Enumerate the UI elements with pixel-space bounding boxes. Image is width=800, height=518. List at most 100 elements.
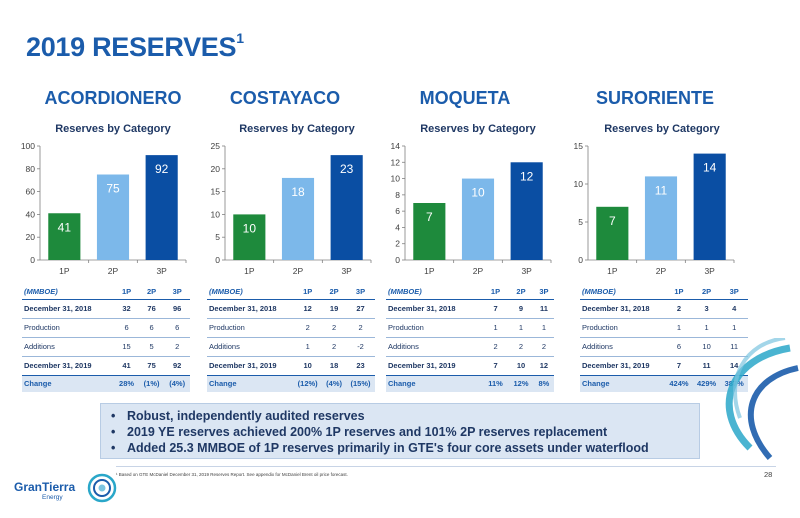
data-label: 12 bbox=[520, 169, 534, 183]
change-cell: (4%) bbox=[164, 374, 190, 392]
company-logo-subtext: Energy bbox=[42, 494, 63, 501]
table-cell: 10 bbox=[692, 336, 721, 356]
y-tick-label: 12 bbox=[391, 157, 401, 167]
table-row: Production 1 1 1 bbox=[580, 317, 748, 337]
row-label: Additions bbox=[22, 336, 115, 356]
y-tick-label: 8 bbox=[395, 190, 400, 200]
table-row: Production 2 2 2 bbox=[207, 317, 375, 337]
field-name-acordionero: ACORDIONERO bbox=[44, 88, 182, 108]
table-cell: 15 bbox=[114, 336, 139, 356]
table-cell: 9 bbox=[518, 304, 524, 313]
data-label: 11 bbox=[655, 183, 668, 197]
row-label: December 31, 2018 bbox=[388, 304, 456, 313]
y-tick-label: 20 bbox=[26, 232, 36, 242]
bar-1P bbox=[413, 203, 446, 260]
table-column-header: 2P bbox=[508, 284, 534, 300]
table-cell: 11 bbox=[692, 355, 721, 375]
chart-title: Reserves by Category bbox=[420, 123, 536, 135]
table-column-header: 2P bbox=[322, 284, 347, 300]
table-cell: 27 bbox=[356, 304, 365, 313]
chart-title: Reserves by Category bbox=[604, 123, 720, 135]
table-cell: 2 bbox=[508, 336, 534, 356]
table-row: Additions 6 10 11 bbox=[580, 336, 748, 356]
table-row: December 31, 2019 10 18 23 bbox=[207, 355, 375, 375]
row-label: Production bbox=[22, 317, 115, 337]
y-tick-label: 5 bbox=[578, 217, 583, 227]
table-row: Additions 2 2 2 bbox=[386, 336, 554, 356]
table-cell: 92 bbox=[164, 355, 190, 375]
y-tick-label: 5 bbox=[215, 232, 220, 242]
table-row: December 31, 2019 7 10 12 bbox=[386, 355, 554, 375]
key-points-box: Robust, independently audited reserves 2… bbox=[100, 403, 700, 459]
table-cell: 12 bbox=[533, 355, 554, 375]
data-label: 18 bbox=[291, 185, 305, 199]
bar-chart-acordionero: 0 20 40 60 80 100 41 1P 75 2P 92 3P bbox=[10, 138, 190, 283]
row-label: Production bbox=[580, 317, 666, 337]
row-label: December 31, 2018 bbox=[582, 304, 650, 313]
y-tick-label: 6 bbox=[395, 206, 400, 216]
table-cell: 96 bbox=[173, 304, 182, 313]
table-cell: 1 bbox=[482, 317, 509, 337]
y-tick-label: 25 bbox=[211, 141, 221, 151]
bullet-item: Robust, independently audited reserves bbox=[111, 408, 689, 424]
data-label: 14 bbox=[703, 161, 717, 175]
footer-divider bbox=[116, 466, 776, 467]
table-cell: 1 bbox=[720, 317, 748, 337]
y-tick-label: 80 bbox=[26, 164, 36, 174]
table-row: December 31, 2018 32 76 96 bbox=[22, 299, 190, 318]
y-tick-label: 20 bbox=[211, 164, 221, 174]
table-column-header: 2P bbox=[692, 284, 721, 300]
table-cell: 76 bbox=[147, 304, 156, 313]
field-name-suroriente: SURORIENTE bbox=[595, 88, 714, 108]
table-unit-header: (MMBOE) bbox=[386, 284, 483, 300]
change-cell: 28% bbox=[114, 374, 139, 392]
change-cell: 429% bbox=[692, 374, 721, 392]
y-tick-label: 4 bbox=[395, 222, 400, 232]
table-cell: 2 bbox=[322, 317, 347, 337]
row-label: December 31, 2019 bbox=[386, 355, 483, 375]
bullet-item: 2019 YE reserves achieved 200% 1P reserv… bbox=[111, 424, 689, 440]
row-label: December 31, 2018 bbox=[209, 304, 277, 313]
table-row: Additions 15 5 2 bbox=[22, 336, 190, 356]
table-row: December 31, 2018 2 3 4 bbox=[580, 299, 748, 318]
y-tick-label: 0 bbox=[578, 255, 583, 265]
table-cell: 2 bbox=[533, 336, 554, 356]
table-cell: 2 bbox=[164, 336, 190, 356]
bar-3P bbox=[145, 155, 178, 260]
table-cell: 23 bbox=[346, 355, 375, 375]
bar-chart-costayaco: 0 5 10 15 20 25 10 1P 18 2P 23 3P bbox=[195, 138, 375, 283]
row-label: Change bbox=[22, 374, 115, 392]
y-tick-label: 14 bbox=[391, 141, 401, 151]
table-cell: 1 bbox=[665, 317, 693, 337]
table-cell: 2 bbox=[293, 317, 323, 337]
y-tick-label: 0 bbox=[395, 255, 400, 265]
row-label: Production bbox=[386, 317, 483, 337]
table-unit-header: (MMBOE) bbox=[580, 284, 666, 300]
table-cell: 3 bbox=[704, 304, 709, 313]
row-label: Additions bbox=[207, 336, 294, 356]
table-cell: 11 bbox=[539, 304, 548, 313]
table-column-header: 1P bbox=[293, 284, 323, 300]
footnote: ¹ Based on GTE McDaniel December 31, 201… bbox=[116, 472, 348, 477]
table-cell: 6 bbox=[164, 317, 190, 337]
bar-2P bbox=[461, 178, 495, 260]
data-label: 92 bbox=[155, 162, 169, 176]
change-cell: (1%) bbox=[138, 374, 165, 392]
x-tick-label: 3P bbox=[704, 266, 715, 276]
change-cell: (4%) bbox=[322, 374, 347, 392]
bar-1P bbox=[48, 213, 81, 260]
table-cell: 18 bbox=[322, 355, 347, 375]
x-tick-label: 2P bbox=[473, 266, 484, 276]
table-cell: -2 bbox=[346, 336, 375, 356]
y-tick-label: 0 bbox=[30, 255, 35, 265]
bar-2P bbox=[281, 177, 315, 260]
data-label: 7 bbox=[426, 210, 433, 224]
change-cell: 424% bbox=[665, 374, 693, 392]
x-tick-label: 1P bbox=[607, 266, 618, 276]
table-cell: 2 bbox=[322, 336, 347, 356]
change-row: Change (12%) (4%) (15%) bbox=[207, 374, 375, 392]
row-label: Additions bbox=[386, 336, 483, 356]
data-label: 10 bbox=[243, 221, 257, 235]
data-label: 7 bbox=[609, 214, 616, 228]
row-label: Change bbox=[386, 374, 483, 392]
